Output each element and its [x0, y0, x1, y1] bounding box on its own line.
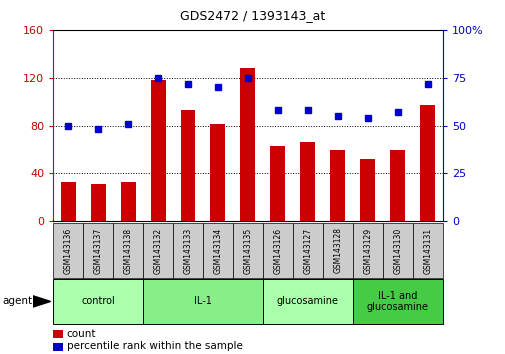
Bar [53, 343, 63, 351]
Bar [173, 223, 203, 278]
Bar [270, 146, 285, 221]
Text: GSM143135: GSM143135 [243, 227, 252, 274]
Bar [330, 149, 344, 221]
Bar [292, 223, 322, 278]
Text: control: control [81, 296, 115, 307]
Bar [53, 223, 83, 278]
Bar [300, 142, 315, 221]
Bar [53, 330, 63, 338]
Text: GSM143129: GSM143129 [363, 227, 372, 274]
Bar [420, 105, 434, 221]
Bar [180, 110, 195, 221]
Text: GDS2472 / 1393143_at: GDS2472 / 1393143_at [180, 9, 325, 22]
Text: GSM143132: GSM143132 [153, 227, 162, 274]
Text: IL-1: IL-1 [193, 296, 212, 307]
Text: GSM143128: GSM143128 [333, 228, 342, 273]
Text: GSM143136: GSM143136 [64, 227, 73, 274]
Bar [240, 68, 255, 221]
Text: agent: agent [3, 296, 33, 307]
Bar [352, 279, 442, 324]
Text: GSM143131: GSM143131 [422, 227, 431, 274]
Text: GSM143134: GSM143134 [213, 227, 222, 274]
Text: IL-1 and
glucosamine: IL-1 and glucosamine [366, 291, 428, 312]
Bar [53, 279, 143, 324]
Bar [203, 223, 232, 278]
Text: GSM143137: GSM143137 [93, 227, 103, 274]
Text: GSM143127: GSM143127 [303, 227, 312, 274]
Bar [263, 223, 292, 278]
Bar [360, 159, 375, 221]
Bar [389, 149, 405, 221]
Bar [61, 182, 75, 221]
Bar [143, 279, 263, 324]
Text: GSM143138: GSM143138 [123, 227, 132, 274]
Bar [232, 223, 263, 278]
Text: GSM143133: GSM143133 [183, 227, 192, 274]
Bar [322, 223, 352, 278]
Bar [412, 223, 442, 278]
Bar [113, 223, 143, 278]
Polygon shape [33, 296, 50, 307]
Bar [210, 125, 225, 221]
Bar [83, 223, 113, 278]
Bar [352, 223, 382, 278]
Text: glucosamine: glucosamine [276, 296, 338, 307]
Bar [120, 182, 135, 221]
Text: GSM143130: GSM143130 [392, 227, 401, 274]
Bar [90, 184, 106, 221]
Text: GSM143126: GSM143126 [273, 227, 282, 274]
Bar [143, 223, 173, 278]
Bar [382, 223, 412, 278]
Bar [150, 80, 165, 221]
Text: percentile rank within the sample: percentile rank within the sample [67, 341, 242, 352]
Text: count: count [67, 329, 96, 339]
Bar [263, 279, 352, 324]
